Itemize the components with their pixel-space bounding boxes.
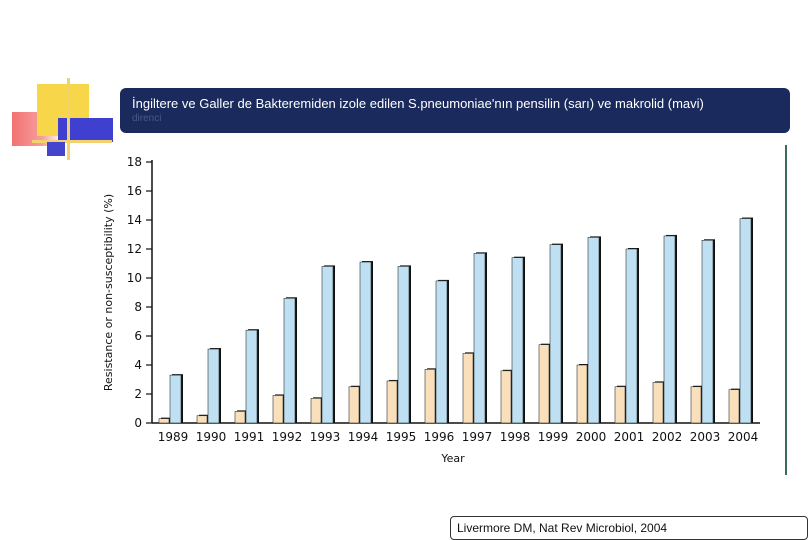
y-tick-label: 16 [127, 184, 142, 198]
bar-penicillin [500, 370, 512, 424]
slide-title: İngiltere ve Galler de Bakteremiden izol… [132, 96, 704, 111]
decor-horizontal-line [32, 140, 112, 143]
bar-penicillin [196, 415, 208, 424]
x-tick-label: 1995 [386, 430, 417, 444]
bar-macrolide [245, 329, 258, 424]
bar-macrolide [625, 248, 638, 424]
x-tick-label: 1999 [538, 430, 569, 444]
y-tick-label: 0 [134, 416, 142, 430]
y-tick-label: 8 [134, 300, 142, 314]
x-tick-label: 1997 [462, 430, 493, 444]
x-tick-label: 2004 [728, 430, 759, 444]
y-tick-label: 4 [134, 358, 142, 372]
bar-macrolide [701, 240, 714, 424]
x-tick-label: 2001 [614, 430, 645, 444]
bar-penicillin [310, 398, 322, 424]
bar-penicillin [614, 386, 626, 424]
y-tick-label: 6 [134, 329, 142, 343]
x-tick-label: 1996 [424, 430, 455, 444]
bar-penicillin [576, 364, 588, 424]
x-tick-label: 1992 [272, 430, 303, 444]
x-tick-label: 1989 [158, 430, 189, 444]
bar-macrolide [587, 237, 600, 424]
bar-macrolide [397, 266, 410, 424]
bar-macrolide [283, 297, 296, 424]
x-axis-title: Year [440, 452, 465, 465]
bar-penicillin [424, 369, 436, 424]
bar-macrolide [435, 280, 448, 424]
bar-macrolide [359, 261, 372, 424]
y-axis-title: Resistance or non-susceptibility (%) [102, 194, 115, 391]
y-tick-label: 18 [127, 155, 142, 169]
bar-penicillin [386, 380, 398, 424]
x-tick-label: 1990 [196, 430, 227, 444]
bar-penicillin [462, 353, 474, 424]
right-divider [785, 145, 787, 475]
citation-box: Livermore DM, Nat Rev Microbiol, 2004 [450, 516, 808, 540]
x-tick-label: 1993 [310, 430, 341, 444]
bar-penicillin [728, 389, 740, 424]
x-tick-label: 1991 [234, 430, 265, 444]
bar-macrolide [169, 374, 182, 424]
y-tick-label: 2 [134, 387, 142, 401]
x-tick-label: 2000 [576, 430, 607, 444]
bar-penicillin [538, 344, 550, 424]
y-tick-label: 14 [127, 213, 142, 227]
bar-macrolide [663, 235, 676, 424]
bar-penicillin [348, 386, 360, 424]
bar-macrolide [473, 253, 486, 424]
bar-macrolide [511, 257, 524, 424]
bar-penicillin [272, 395, 284, 424]
bar-penicillin [234, 411, 246, 424]
bar-macrolide [321, 266, 334, 424]
bar-penicillin [690, 386, 702, 424]
x-tick-label: 2002 [652, 430, 683, 444]
x-tick-label: 1994 [348, 430, 379, 444]
decor-vertical-line [67, 78, 70, 160]
x-tick-label: 1998 [500, 430, 531, 444]
bar-macrolide [549, 244, 562, 424]
y-tick-label: 12 [127, 242, 142, 256]
bar-macrolide [207, 348, 220, 424]
bar-penicillin [652, 382, 664, 424]
bar-macrolide [739, 218, 752, 424]
slide-subtitle: direnci [132, 113, 162, 124]
bar-penicillin [158, 418, 170, 424]
x-tick-label: 2003 [690, 430, 721, 444]
y-tick-label: 10 [127, 271, 142, 285]
decor-blue-block [47, 142, 65, 156]
slide-title-box: İngiltere ve Galler de Bakteremiden izol… [120, 88, 790, 133]
